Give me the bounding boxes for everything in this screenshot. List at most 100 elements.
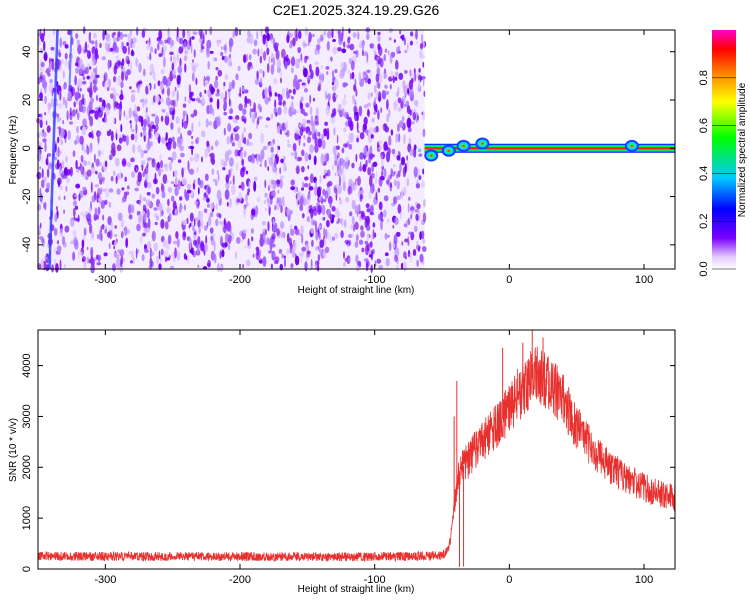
noise-blob — [240, 151, 244, 160]
noise-blob — [101, 223, 105, 230]
noise-blob — [289, 42, 293, 49]
noise-blob — [186, 113, 189, 125]
noise-blob — [270, 146, 274, 153]
noise-blob — [135, 57, 138, 68]
noise-blob — [232, 117, 235, 123]
noise-blob — [95, 39, 98, 49]
noise-blob — [247, 30, 251, 38]
noise-blob — [393, 153, 397, 158]
noise-blob — [167, 234, 172, 245]
noise-blob — [175, 208, 177, 217]
noise-blob — [39, 92, 43, 100]
noise-blob — [78, 105, 84, 113]
noise-blob — [62, 41, 67, 46]
noise-blob — [228, 81, 233, 92]
noise-blob — [57, 179, 60, 188]
noise-blob — [112, 88, 117, 96]
noise-blob — [301, 246, 306, 252]
noise-blob — [407, 218, 411, 226]
noise-blob — [116, 257, 121, 269]
noise-blob — [300, 253, 303, 264]
noise-blob — [193, 239, 197, 246]
noise-blob — [383, 209, 387, 218]
noise-blob — [184, 191, 190, 201]
noise-blob — [268, 156, 274, 166]
noise-blob — [230, 168, 233, 172]
noise-blob — [375, 192, 378, 201]
noise-blob — [240, 181, 245, 191]
noise-blob — [96, 234, 100, 240]
noise-blob — [394, 247, 400, 257]
noise-blob — [138, 214, 142, 224]
noise-blob — [397, 97, 402, 104]
noise-blob — [136, 26, 139, 36]
noise-blob — [325, 229, 328, 239]
noise-blob — [331, 70, 335, 78]
noise-blob — [410, 121, 415, 125]
noise-blob — [326, 71, 329, 75]
noise-blob — [413, 68, 416, 74]
noise-blob — [278, 101, 283, 106]
noise-blob — [110, 130, 114, 142]
noise-blob — [283, 255, 287, 259]
noise-blob — [296, 166, 300, 174]
noise-blob — [402, 261, 407, 272]
noise-blob — [128, 250, 133, 255]
noise-blob — [72, 230, 77, 236]
noise-blob — [261, 221, 267, 226]
noise-blob — [262, 34, 267, 40]
noise-blob — [365, 244, 369, 256]
noise-blob — [162, 174, 168, 184]
noise-blob — [274, 157, 277, 169]
noise-blob — [158, 250, 161, 260]
noise-blob — [301, 108, 306, 115]
noise-blob — [289, 228, 295, 236]
noise-blob — [212, 178, 217, 183]
noise-blob — [199, 48, 204, 54]
noise-blob — [309, 69, 314, 80]
noise-blob — [112, 95, 116, 103]
noise-blob — [130, 133, 135, 141]
noise-blob — [258, 259, 263, 264]
noise-blob — [90, 40, 95, 45]
noise-blob — [88, 66, 92, 70]
noise-blob — [298, 61, 300, 66]
noise-blob — [406, 105, 411, 114]
noise-blob — [407, 249, 411, 258]
noise-blob — [206, 203, 211, 208]
noise-blob — [374, 232, 377, 238]
noise-blob — [321, 139, 326, 150]
noise-blob — [176, 238, 180, 248]
noise-blob — [217, 69, 223, 77]
blob-event-core — [630, 144, 634, 147]
noise-blob — [385, 90, 389, 96]
noise-blob — [94, 53, 99, 60]
noise-blob — [337, 103, 342, 110]
noise-blob — [84, 211, 89, 215]
noise-blob — [193, 109, 198, 117]
noise-blob — [344, 219, 347, 228]
noise-blob — [78, 65, 83, 75]
noise-blob — [161, 191, 166, 199]
noise-blob — [205, 29, 208, 36]
noise-blob — [416, 240, 419, 251]
noise-blob — [309, 106, 313, 115]
noise-blob — [394, 217, 399, 226]
noise-blob — [256, 248, 260, 256]
noise-blob — [312, 33, 315, 38]
noise-blob — [228, 54, 232, 59]
noise-blob — [248, 180, 251, 190]
spectrogram-y-label: Frequency (Hz) — [8, 116, 19, 185]
noise-blob — [163, 250, 169, 259]
noise-blob — [46, 153, 52, 157]
noise-blob — [286, 34, 290, 44]
noise-blob — [171, 90, 176, 98]
noise-blob — [131, 171, 136, 178]
noise-blob — [254, 78, 260, 85]
noise-blob — [251, 113, 256, 124]
spectrogram-frame — [37, 29, 676, 270]
noise-blob — [256, 70, 259, 81]
noise-blob — [220, 51, 224, 57]
noise-blob — [118, 107, 122, 118]
noise-blob — [203, 75, 206, 87]
